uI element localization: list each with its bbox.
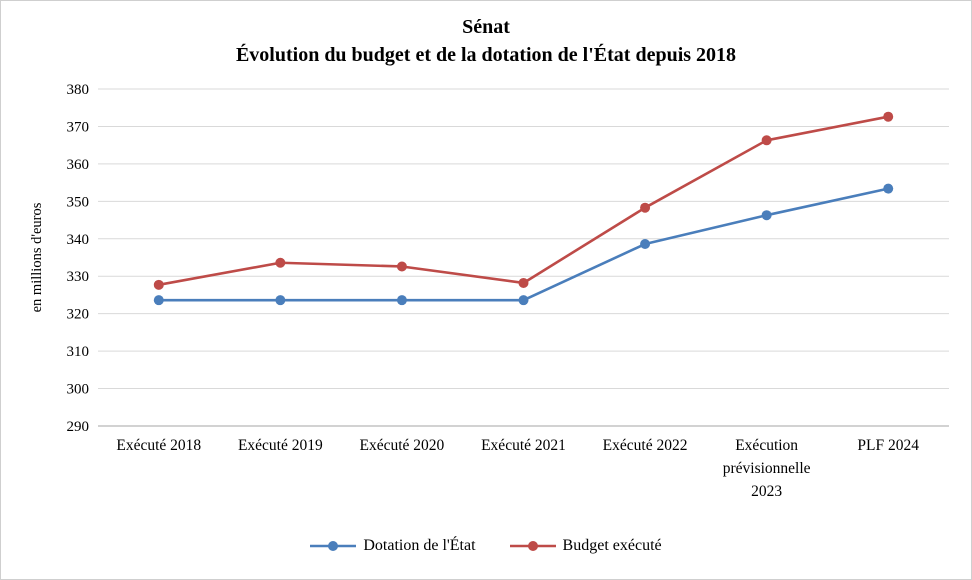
series-marker-0 [396, 295, 407, 306]
series-marker-1 [761, 135, 772, 146]
series-marker-0 [153, 295, 164, 306]
legend-item-0: Dotation de l'État [310, 537, 476, 555]
series-marker-0 [275, 295, 286, 306]
series-marker-0 [761, 210, 772, 221]
y-axis-title: en millions d'euros [29, 202, 45, 312]
line-chart: 290 300 310 320 330 340 350 360 370 380 en million… [29, 82, 949, 500]
legend-label: Budget exécuté [562, 537, 662, 554]
x-tick-label: Exécuté 2021 [481, 437, 566, 454]
series-marker-1 [518, 277, 529, 288]
y-tick-label: 320 [67, 307, 90, 323]
chart-title: Sénat Évolution du budget et de la dotat… [1, 13, 971, 69]
x-tick-label: Exécution [735, 437, 798, 454]
y-tick-label: 340 [67, 232, 90, 248]
y-tick-label: 380 [67, 82, 90, 98]
legend-label: Dotation de l'État [363, 537, 476, 554]
y-tick-label: 290 [67, 419, 90, 435]
legend-marker-icon [509, 541, 556, 551]
series-marker-1 [275, 257, 286, 268]
series-marker-1 [396, 261, 407, 272]
series-marker-0 [518, 295, 529, 306]
legend-marker-icon [310, 541, 357, 551]
x-tick-label: prévisionnelle [723, 460, 811, 477]
y-tick-label: 330 [67, 269, 90, 285]
y-tick-label: 370 [67, 119, 90, 135]
series-marker-0 [883, 183, 894, 194]
series-marker-0 [640, 239, 651, 250]
y-tick-label: 360 [67, 157, 90, 173]
chart-title-line2: Évolution du budget et de la dotation de… [235, 44, 737, 66]
x-tick-label: Exécuté 2020 [360, 437, 445, 454]
x-tick-label: PLF 2024 [857, 437, 919, 454]
y-tick-label: 310 [67, 344, 90, 360]
legend-item-1: Budget exécuté [509, 537, 662, 555]
x-tick-label: Exécuté 2022 [603, 437, 688, 454]
y-tick-label: 350 [67, 194, 90, 210]
x-tick-label: Exécuté 2019 [238, 437, 323, 454]
y-tick-label: 300 [67, 382, 90, 398]
chart-legend: Dotation de l'État Budget exécuté [1, 534, 971, 558]
series-marker-1 [640, 202, 651, 213]
chart-title-line1: Sénat [462, 16, 510, 38]
series-marker-1 [883, 111, 894, 122]
x-tick-label: 2023 [751, 483, 782, 500]
series-line-1 [157, 115, 890, 287]
series-marker-1 [153, 279, 164, 290]
x-tick-label: Exécuté 2018 [116, 437, 201, 454]
